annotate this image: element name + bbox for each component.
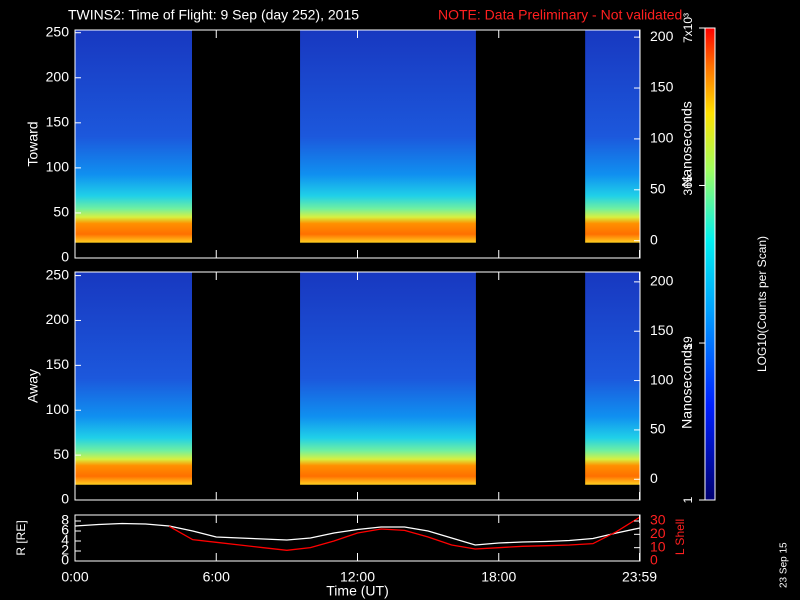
y-tick-label: 50	[53, 446, 69, 462]
data-interval	[75, 272, 193, 485]
y-tick-label: 200	[46, 311, 70, 327]
date-annotation: 23 Sep 15	[779, 542, 790, 588]
lines	[75, 516, 640, 551]
colorbar	[704, 27, 716, 501]
y2-tick-label: 50	[650, 421, 666, 437]
y2-tick-label: 20	[650, 525, 666, 541]
y-axis-label: Toward	[25, 121, 41, 166]
y2-tick-label: 0	[650, 552, 658, 568]
x-tick-label: 18:00	[481, 569, 516, 585]
y2-tick-label: 0	[650, 470, 658, 486]
series-line	[168, 516, 640, 551]
series-line	[75, 522, 640, 546]
y-tick-label: 200	[46, 68, 70, 84]
chart-subtitle: NOTE: Data Preliminary - Not validated	[438, 7, 682, 23]
y2-axis-label: Nanoseconds	[679, 101, 695, 187]
y2-axis-label: Nanoseconds	[679, 343, 695, 429]
colorbar-tick-label: 1	[681, 496, 695, 503]
data-interval	[300, 30, 476, 243]
y2-tick-label: 10	[650, 538, 666, 554]
y-tick-label: 0	[61, 491, 69, 507]
x-tick-label: 23:59	[622, 569, 657, 585]
y2-tick-label: 50	[650, 181, 666, 197]
y-tick-label: 2	[61, 542, 69, 558]
x-tick-label: 6:00	[203, 569, 230, 585]
y2-tick-label: 200	[650, 273, 674, 289]
y-tick-label: 6	[61, 522, 69, 538]
data-interval	[300, 272, 476, 485]
y2-tick-label: 150	[650, 322, 674, 338]
x-axis-label: Time (UT)	[326, 583, 388, 599]
y-tick-label: 100	[46, 401, 70, 417]
x-tick-label: 0:00	[61, 569, 88, 585]
y-axis-label: R [RE]	[14, 520, 28, 555]
y-tick-label: 0	[61, 552, 69, 568]
y2-axis-label: L Shell	[673, 519, 687, 555]
y2-tick-label: 30	[650, 512, 666, 528]
y-tick-label: 150	[46, 356, 70, 372]
y2-tick-label: 100	[650, 130, 674, 146]
x-tick-label: 12:00	[340, 569, 375, 585]
data-interval	[75, 30, 193, 243]
y-tick-label: 250	[46, 23, 70, 39]
y-tick-label: 250	[46, 266, 70, 282]
y-tick-label: 0	[61, 249, 69, 265]
y2-tick-label: 150	[650, 79, 674, 95]
y-tick-label: 150	[46, 114, 70, 130]
chart-title: TWINS2: Time of Flight: 9 Sep (day 252),…	[68, 7, 359, 23]
y2-tick-label: 100	[650, 371, 674, 387]
y-axis-label: Away	[25, 369, 41, 403]
y2-tick-label: 200	[650, 28, 674, 44]
colorbar-tick-label: 19	[681, 336, 695, 350]
data-interval	[585, 30, 640, 243]
colorbar-tick-label: 7x10³	[681, 13, 695, 43]
y2-tick-label: 0	[650, 231, 658, 247]
y-tick-label: 4	[61, 532, 69, 548]
data-interval	[585, 272, 640, 485]
y-tick-label: 100	[46, 159, 70, 175]
y-tick-label: 8	[61, 512, 69, 528]
colorbar-label: LOG10(Counts per Scan)	[755, 236, 769, 372]
colorbar-tick-label: 365	[681, 175, 695, 195]
y-tick-label: 50	[53, 204, 69, 220]
